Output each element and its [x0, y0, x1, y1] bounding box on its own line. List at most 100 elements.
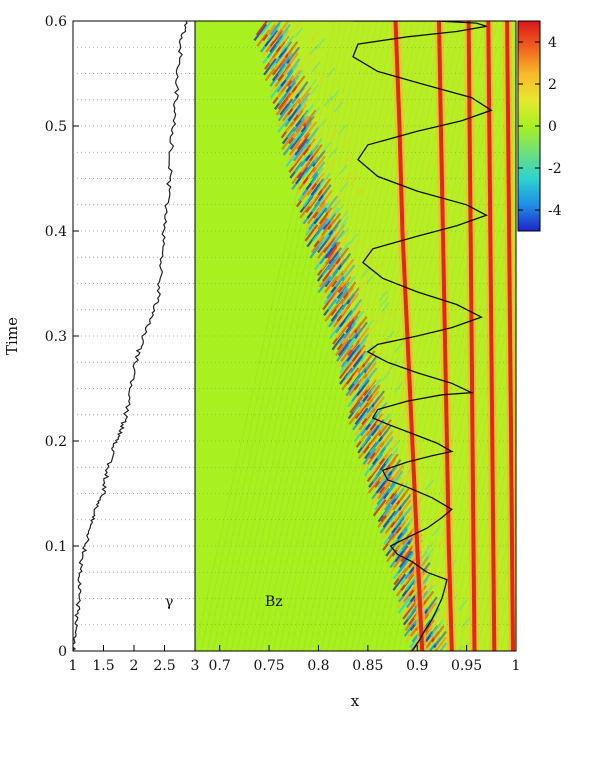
colorbar-tick-label: -2: [548, 161, 562, 177]
wake-streak: [315, 38, 325, 50]
wake-streak: [417, 445, 427, 457]
front-streak: [253, 23, 268, 42]
wake-streak: [308, 32, 318, 44]
wake-streak: [337, 124, 347, 136]
texture-line: [531, 21, 595, 651]
wake-streak: [293, 26, 304, 38]
x-tick-label: 0.9: [406, 658, 428, 674]
colorbar-tick-label: -4: [548, 203, 562, 219]
front-streak: [380, 436, 394, 454]
front-streak: [311, 195, 326, 213]
front-streak: [345, 315, 359, 334]
stripe: [505, 21, 515, 651]
front-streak: [264, 29, 279, 47]
x-tick-label: 2.5: [153, 658, 175, 674]
front-streak: [363, 367, 378, 385]
front-streak: [335, 321, 350, 339]
front-streak: [279, 98, 294, 116]
wake-streak: [393, 382, 404, 394]
wake-streak: [292, 21, 302, 33]
wake-streak: [391, 439, 401, 451]
front-streak: [430, 625, 445, 643]
x-tick-label: 0.75: [253, 658, 284, 674]
front-streak: [326, 241, 341, 259]
front-streak: [304, 155, 319, 173]
y-tick-label: 0.2: [45, 434, 67, 450]
front-streak: [280, 35, 295, 53]
front-streak: [312, 149, 326, 168]
wake-streak: [310, 112, 320, 124]
wake-streak: [348, 175, 358, 187]
front-streak: [345, 355, 360, 374]
front-streak: [278, 40, 293, 59]
front-streak: [395, 539, 410, 557]
wake-streak: [317, 118, 327, 130]
front-streak: [315, 166, 330, 185]
gamma-panel-label: γ: [165, 594, 173, 610]
colorbar-ticks: 4 2 0 -2 -4: [518, 35, 562, 219]
front-streak: [433, 630, 447, 649]
front-streak: [300, 115, 315, 133]
front-streak: [355, 327, 370, 345]
y-tick-label: 0.4: [45, 224, 67, 240]
heatmap-frame: [194, 20, 517, 652]
front-streak: [331, 229, 345, 248]
front-streak: [263, 58, 277, 76]
front-streak: [304, 224, 319, 242]
front-streak: [355, 333, 370, 351]
front-streak: [330, 281, 345, 299]
wake-streak: [387, 307, 397, 319]
front-streak: [327, 212, 342, 231]
front-streak: [274, 52, 288, 70]
front-streak: [385, 499, 400, 517]
wake-streak: [376, 347, 386, 359]
front-streak: [423, 602, 437, 620]
front-streak: [354, 407, 369, 425]
front-streak: [349, 355, 364, 374]
y-tick-label: 0.3: [45, 329, 67, 345]
front-streak: [337, 252, 352, 271]
wake-streak: [333, 193, 343, 205]
heatmap-panel-label: Bz: [265, 594, 283, 610]
wake-streak: [431, 525, 442, 537]
front-streak: [347, 327, 362, 345]
front-streak: [430, 619, 445, 637]
wake-streak: [391, 433, 401, 445]
wake-streak: [394, 341, 404, 353]
front-streak: [392, 573, 407, 591]
front-streak: [279, 29, 293, 47]
front-streak: [285, 52, 299, 70]
front-streak: [308, 132, 322, 150]
wake-streak: [323, 95, 333, 107]
wake-streak: [461, 616, 471, 628]
wake-streak: [422, 553, 432, 565]
front-streak: [367, 447, 381, 465]
wake-streak: [344, 170, 355, 182]
wake-streak: [339, 215, 350, 227]
wake-streak: [432, 576, 442, 588]
front-streak: [291, 92, 306, 110]
y-axis-ticks: 0 0.1 0.2 0.3 0.4 0.5 0.6: [45, 14, 516, 660]
gamma-x-ticks: 1 1.5 2 2.5 3: [69, 645, 199, 674]
wake-streak: [435, 508, 445, 520]
front-streak: [372, 499, 387, 517]
front-streak: [286, 58, 301, 76]
front-streak: [383, 470, 398, 488]
front-streak: [328, 218, 342, 236]
wake-streak: [366, 324, 376, 336]
wake-streak: [365, 273, 376, 285]
front-streak: [378, 424, 392, 443]
front-streak: [340, 344, 354, 362]
front-streak: [357, 361, 371, 380]
colorbar-tick-label: 4: [548, 35, 557, 51]
front-streak: [383, 441, 398, 460]
texture-line: [482, 500, 516, 651]
front-streak: [328, 258, 343, 276]
front-streak: [324, 195, 338, 213]
front-streak: [305, 126, 320, 145]
trajectory-line: [352, 21, 493, 651]
y-tick-label: 0.6: [45, 14, 67, 30]
front-streak: [319, 189, 333, 208]
front-streak: [354, 321, 368, 339]
front-streak: [387, 476, 402, 494]
